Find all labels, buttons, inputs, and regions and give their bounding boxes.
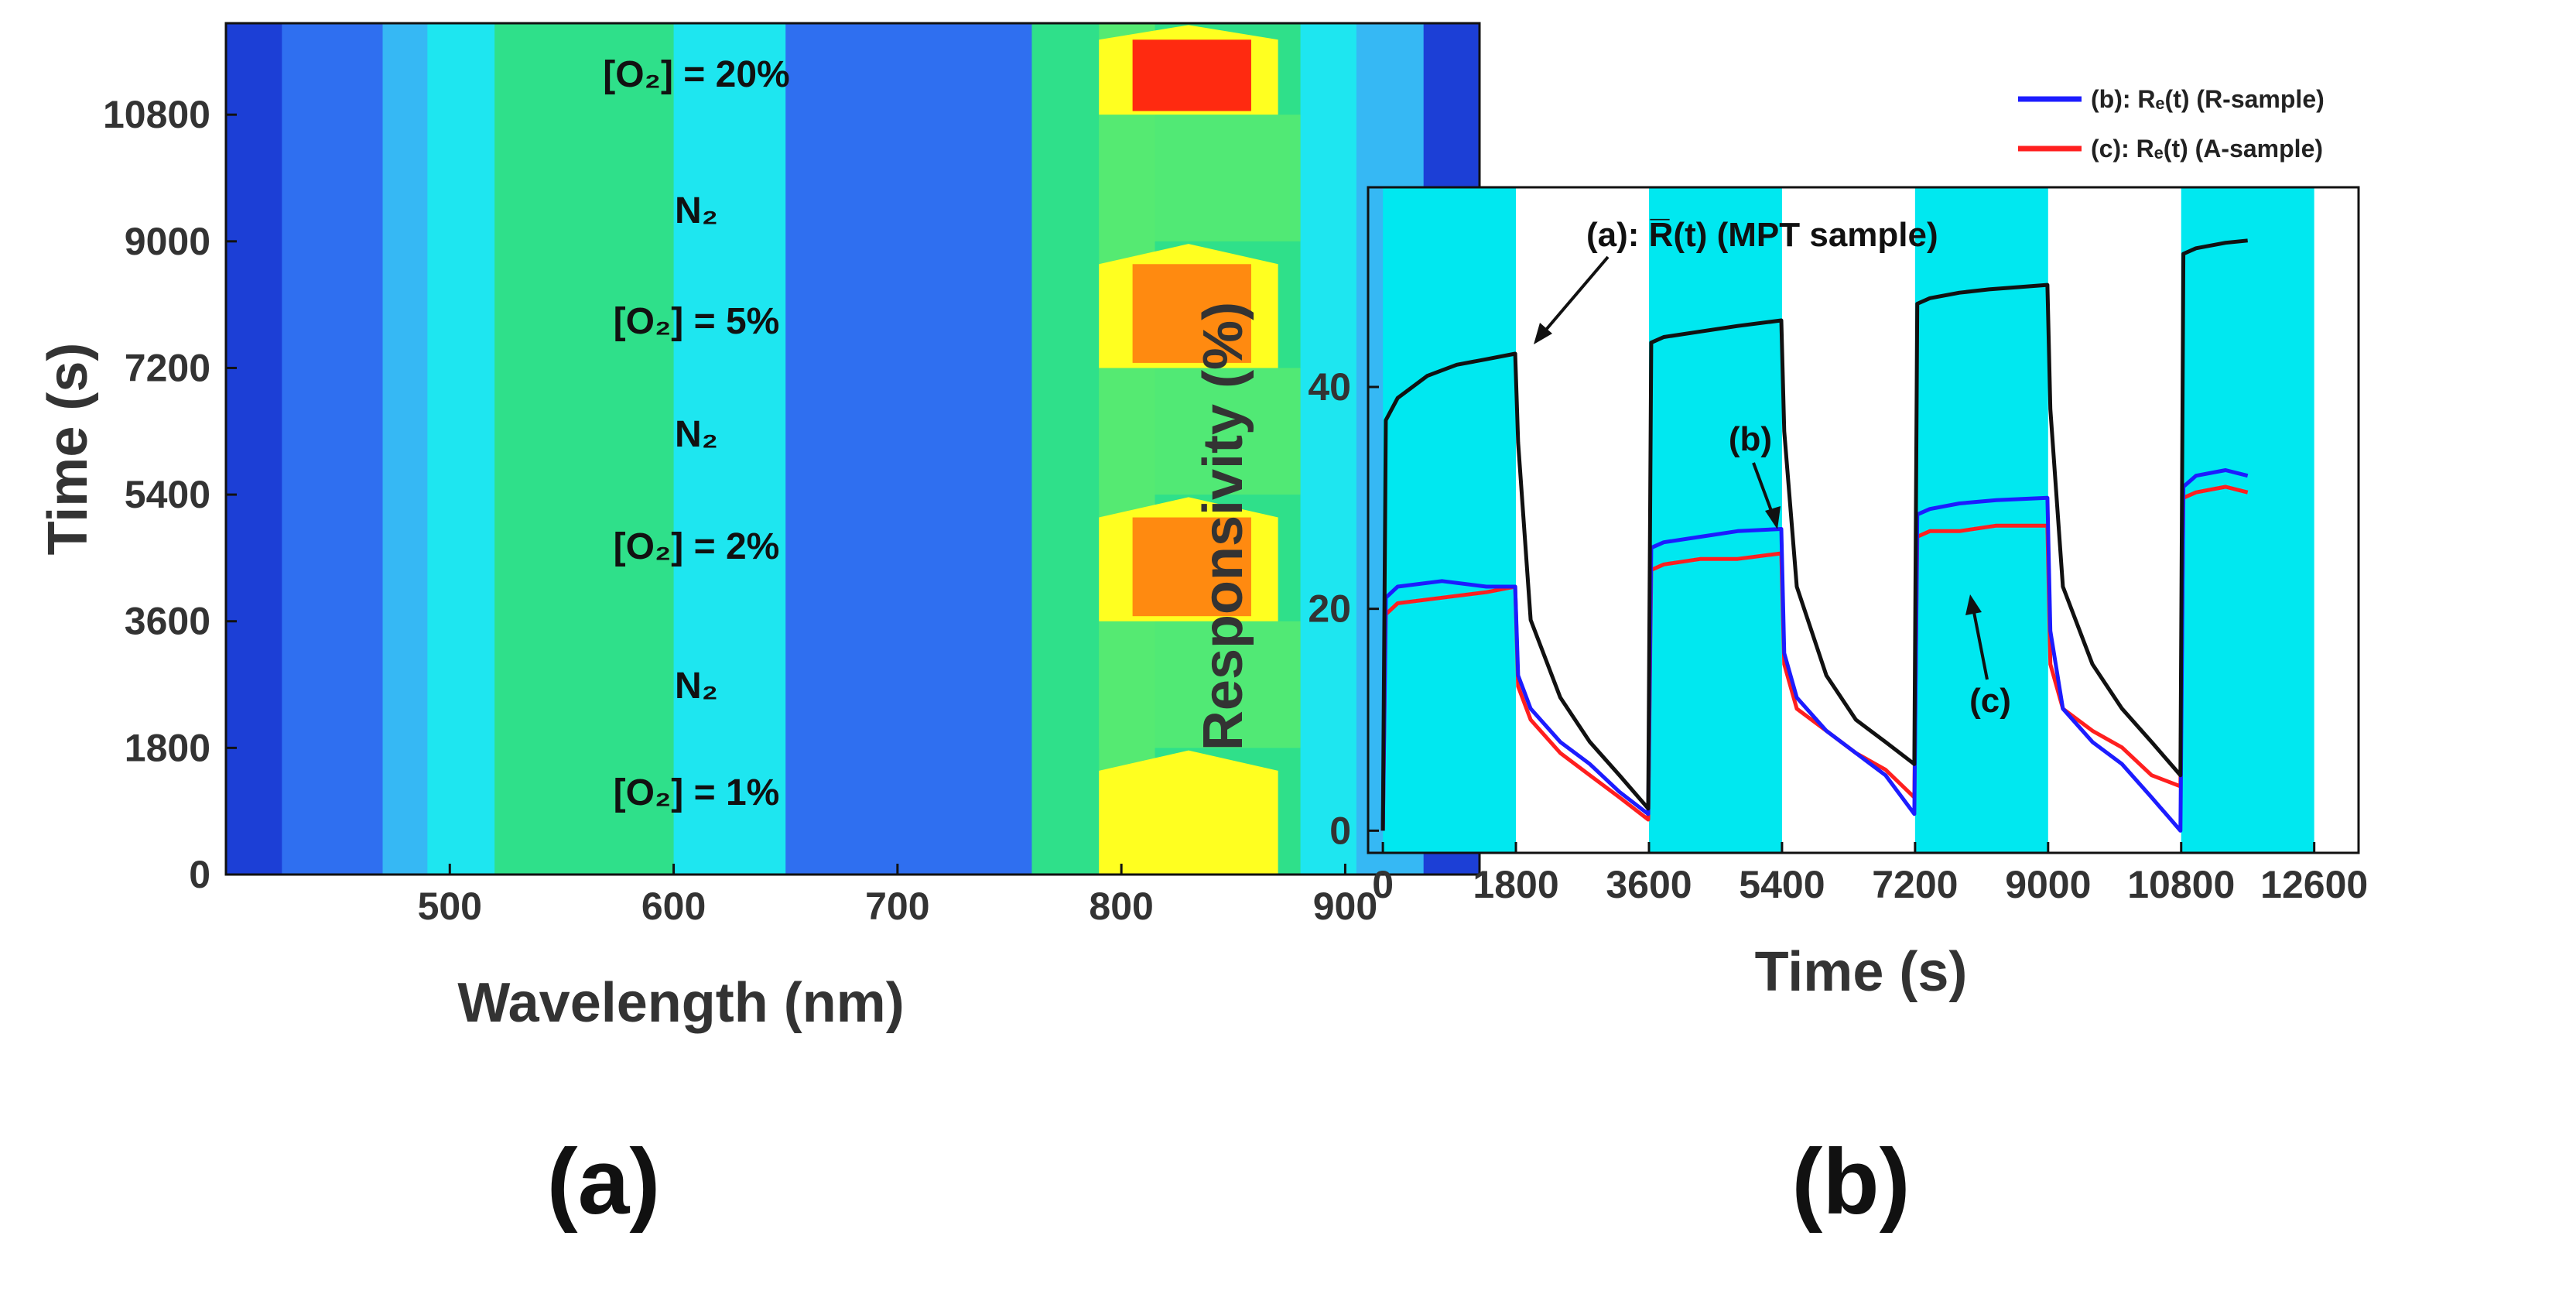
- heat-peak-core-4: [1132, 264, 1251, 363]
- annotation-a: (a): R̅(t) (MPT sample): [1586, 216, 1938, 254]
- label-o2-5: [O₂] = 5%: [614, 301, 780, 342]
- panel-label-b: (b): [1791, 1130, 1910, 1234]
- heatmap-y-tick-label-1: 1800: [125, 726, 210, 769]
- heat-peak-core-2: [1132, 517, 1251, 617]
- heatmap-x-tick-label-3: 800: [1089, 885, 1153, 928]
- shaded-interval-0: [1383, 187, 1517, 853]
- panel-label-a: (a): [547, 1130, 661, 1234]
- line-y-ticks: 0 20 40: [1308, 365, 1379, 852]
- series-line-0: [1380, 238, 2248, 831]
- line-x-axis-title: Time (s): [1755, 941, 1968, 1003]
- line-x-tick-label-5: 9000: [2005, 863, 2091, 906]
- heatmap-peaks: [1099, 25, 1301, 875]
- line-y-axis-title: Responsivity (%): [1192, 302, 1254, 751]
- line-y-tick-label-0: 0: [1329, 809, 1351, 852]
- shaded-intervals: [1383, 187, 2314, 853]
- heat-band-4: [494, 23, 675, 875]
- heatmap-panel: [226, 23, 1480, 875]
- heat-band-2: [382, 23, 429, 875]
- annotation-a-arrowhead: [1534, 323, 1552, 344]
- heat-peak-1: [1099, 621, 1301, 748]
- line-panel: [1380, 187, 2314, 853]
- heatmap-y-ticks: 0 1800 3600 5400 7200 9000 10800: [103, 93, 237, 896]
- heat-peak-3: [1099, 368, 1301, 495]
- annotation-c-arrowhead: [1965, 594, 1982, 615]
- heatmap-y-tick-label-2: 3600: [125, 600, 210, 643]
- line-x-tick-label-4: 7200: [1872, 863, 1958, 906]
- label-n2-bot: N₂: [675, 666, 718, 707]
- legend-label-b: (b): Rₑ(t) (R-sample): [2091, 85, 2325, 113]
- line-x-tick-label-3: 5400: [1739, 863, 1825, 906]
- heat-band-1: [282, 23, 384, 875]
- heatmap-y-tick-label-4: 7200: [125, 346, 210, 389]
- heatmap-y-tick-label-3: 5400: [125, 473, 210, 516]
- heatmap-x-tick-label-0: 500: [418, 885, 482, 928]
- legend: (b): Rₑ(t) (R-sample) (c): Rₑ(t) (A-samp…: [2018, 85, 2325, 163]
- heatmap-x-axis-title: Wavelength (nm): [457, 972, 904, 1034]
- series-line-1: [1380, 468, 2249, 833]
- line-x-ticks: 0 1800 3600 5400 7200 9000 10800 12600: [1372, 842, 2368, 906]
- heat-band-6: [785, 23, 1033, 875]
- heatmap-y-axis-title: Time (s): [37, 343, 99, 556]
- heat-band-7: [1031, 23, 1100, 875]
- heat-peak-5: [1099, 115, 1301, 241]
- annotation-a-arrow-line: [1540, 255, 1610, 337]
- heatmap-x-tick-label-4: 900: [1313, 885, 1377, 928]
- label-o2-1: [O₂] = 1%: [614, 772, 780, 813]
- label-o2-2: [O₂] = 2%: [614, 526, 780, 567]
- line-y-tick-label-1: 20: [1308, 587, 1351, 631]
- annotation-c-arrow-line: [1972, 608, 1989, 680]
- shaded-interval-1: [1648, 187, 1782, 853]
- heatmap-y-tick-label-6: 10800: [103, 93, 210, 136]
- line-x-tick-label-2: 3600: [1606, 863, 1692, 906]
- heat-band-3: [427, 23, 496, 875]
- label-o2-20: [O₂] = 20%: [603, 54, 789, 95]
- legend-label-c: (c): Rₑ(t) (A-sample): [2091, 135, 2323, 163]
- annotation-b-arrowhead: [1765, 506, 1781, 529]
- heat-peak-core-6: [1132, 39, 1251, 111]
- annotation-b: (b): [1729, 420, 1772, 458]
- heat-band-10: [1300, 23, 1357, 875]
- heatmap-y-tick-label-5: 9000: [125, 220, 210, 263]
- label-n2-mid: N₂: [675, 414, 718, 455]
- heat-band-5: [673, 23, 787, 875]
- annotation-c: (c): [1969, 682, 2011, 720]
- heatmap-x-ticks: 500 600 700 800 900: [418, 864, 1377, 928]
- series-lines: [1380, 238, 2249, 833]
- shaded-interval-3: [2181, 187, 2314, 853]
- annotation-b-arrow-line: [1752, 462, 1775, 518]
- line-x-tick-label-7: 12600: [2260, 863, 2368, 906]
- line-x-tick-label-6: 10800: [2127, 863, 2235, 906]
- line-y-tick-label-2: 40: [1308, 365, 1351, 409]
- label-n2-top: N₂: [675, 190, 718, 231]
- heatmap-x-tick-label-1: 600: [641, 885, 706, 928]
- line-chart-frame: [1367, 186, 2360, 854]
- heat-peak-core-0: [1132, 770, 1251, 870]
- heat-band-0: [226, 23, 283, 875]
- series-line-2: [1380, 484, 2249, 831]
- heatmap-x-tick-label-2: 700: [865, 885, 929, 928]
- heatmap-y-tick-label-0: 0: [189, 853, 210, 896]
- line-x-tick-label-1: 1800: [1473, 863, 1558, 906]
- line-x-tick-label-0: 0: [1372, 863, 1394, 906]
